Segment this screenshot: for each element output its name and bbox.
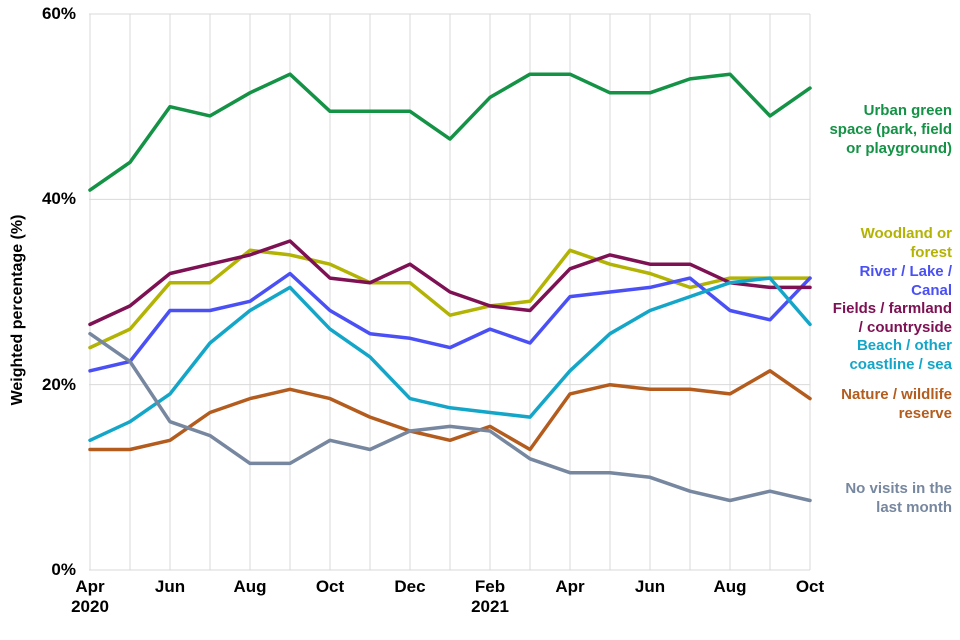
legend-label-line: / countryside	[858, 319, 952, 336]
legend-label-line: Woodland or	[860, 225, 952, 242]
x-tick-year: 2021	[471, 597, 509, 616]
legend-nature-wildlife-reserve: Nature / wildlife reserve	[816, 385, 952, 423]
x-tick-oct: Oct	[315, 577, 345, 596]
legend-fields-farmland-countryside: Fields / farmland / countryside	[816, 299, 952, 337]
legend-woodland-or-forest: Woodland or forest	[816, 224, 952, 262]
x-tick-oct: Oct	[795, 577, 825, 596]
series-line-river-lake-canal	[88, 271, 812, 373]
legend-label-line: Nature / wildlife	[841, 386, 952, 403]
y-tick-60: 60%	[41, 4, 76, 23]
x-tick-apr-2020: Apr 2020	[50, 577, 130, 617]
x-tick-apr: Apr	[555, 577, 585, 596]
series-line-fields-farmland-countryside	[88, 239, 812, 327]
y-axis-title: Weighted percentage (%)	[9, 214, 26, 406]
x-tick-dec: Dec	[394, 577, 426, 596]
legend-label-line: space (park, field	[829, 121, 952, 138]
legend-label-line: No visits in the	[845, 480, 952, 497]
legend-label-line: reserve	[898, 405, 952, 422]
legend-beach-coastline-sea: Beach / other coastline / sea	[816, 336, 952, 374]
y-tick-40: 40%	[41, 189, 76, 209]
legend-label-line: Beach / other	[856, 337, 952, 354]
series-line-beach-coastline-sea	[88, 276, 812, 443]
series-line-no-visits-last-month	[88, 331, 812, 503]
legend-label-line: forest	[910, 244, 952, 261]
legend-river-lake-canal: River / Lake / Canal	[816, 262, 952, 300]
x-tick-aug: Aug	[233, 577, 267, 596]
series-line-nature-wildlife-reserve	[88, 369, 812, 452]
x-tick-year: 2020	[71, 597, 109, 616]
legend-label-line: coastline / sea	[849, 356, 952, 373]
legend-no-visits-last-month: No visits in the last month	[816, 479, 952, 517]
y-tick-20: 20%	[41, 374, 76, 394]
series-line-woodland-or-forest	[88, 248, 812, 350]
legend-label-line: Fields / farmland	[832, 300, 952, 317]
legend-label-line: Urban green	[863, 102, 952, 119]
x-tick-jun: Jun	[154, 577, 186, 596]
legend-label-line: or playground)	[846, 140, 952, 157]
legend-label-line: River / Lake /	[859, 263, 952, 280]
x-tick-jun: Jun	[634, 577, 666, 596]
x-tick-feb-2021: Feb 2021	[450, 577, 530, 617]
x-tick-aug: Aug	[713, 577, 747, 596]
legend-label-line: Canal	[911, 282, 952, 299]
legend-urban-green-space: Urban green space (park, field or playgrou…	[816, 101, 952, 158]
legend-label-line: last month	[876, 499, 952, 516]
series-line-urban-green-space	[88, 72, 812, 192]
y-tick-0: 0%	[51, 560, 76, 579]
